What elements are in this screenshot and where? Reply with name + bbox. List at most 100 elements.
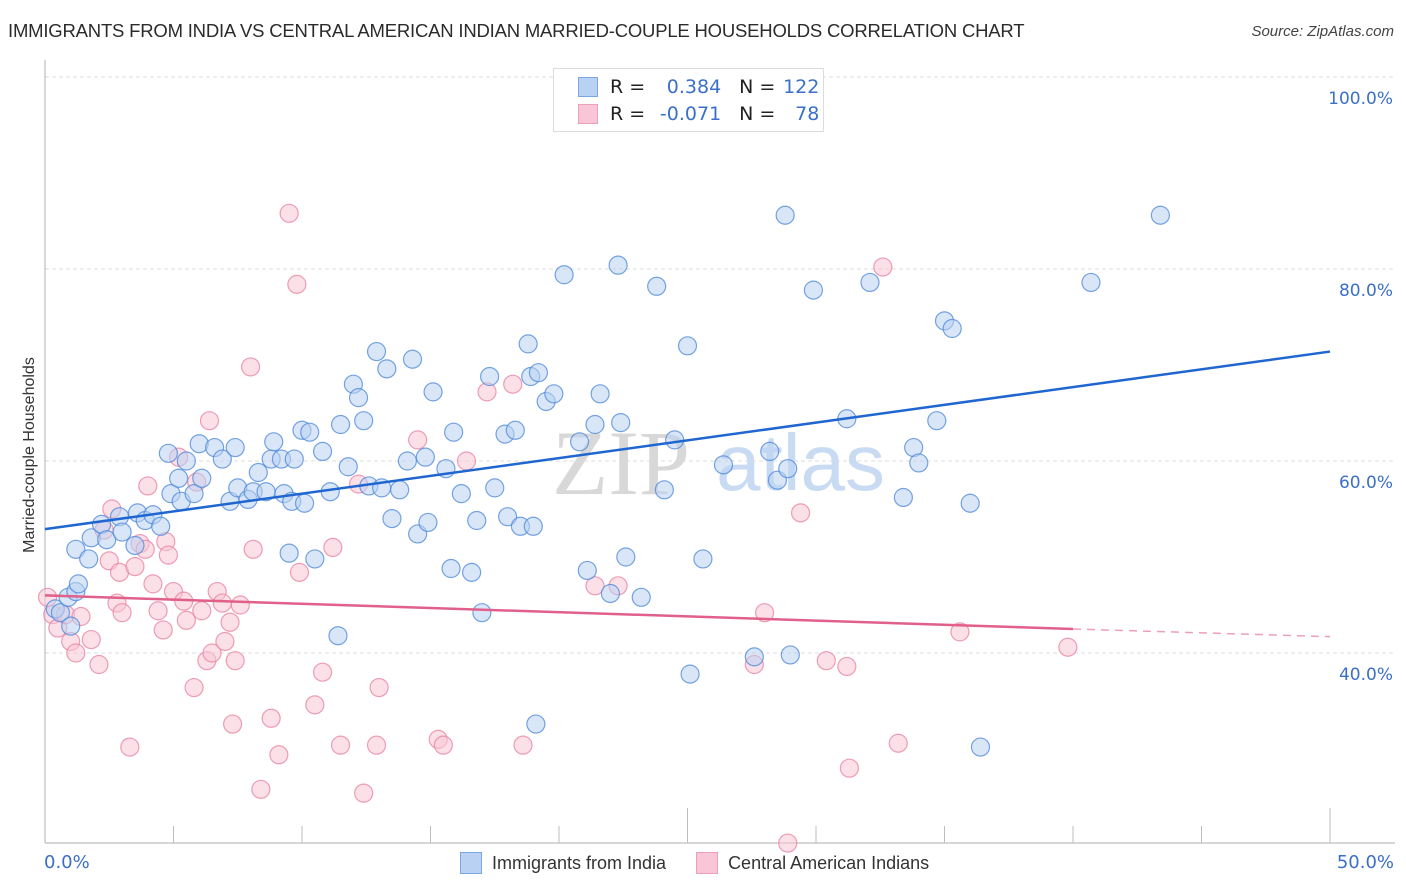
axes (44, 60, 1395, 844)
chart-title: IMMIGRANTS FROM INDIA VS CENTRAL AMERICA… (8, 20, 1025, 41)
y-tick-labels: 40.0% 60.0% 80.0% 100.0% (1328, 89, 1393, 685)
india-point (264, 432, 284, 452)
series-central-american-indians (37, 203, 1078, 853)
cai-point (241, 357, 261, 377)
cai-point (199, 411, 220, 431)
india-point (158, 443, 178, 463)
cai-point (837, 656, 857, 677)
india-point (654, 480, 674, 500)
india-point (397, 451, 417, 471)
cai-point (330, 735, 351, 755)
india-point (467, 510, 487, 531)
india-point (125, 535, 145, 556)
india-point (485, 478, 505, 498)
watermark-atlas: atlas (716, 418, 885, 507)
r-label: R = (610, 103, 646, 125)
cai-point (289, 562, 310, 582)
y-tick-label-40: 40.0% (1339, 665, 1393, 685)
legend-row-cai: R = -0.071 N = 78 (578, 102, 819, 126)
india-point (631, 587, 651, 607)
india-point (526, 714, 546, 734)
cai-point (225, 651, 245, 671)
legend-label: Central American Indians (728, 852, 930, 873)
legend-row-india: R = 0.384 N = 122 (578, 75, 819, 99)
cai-point (513, 735, 533, 755)
india-point (451, 484, 471, 504)
cai-point (138, 476, 158, 496)
india-point (279, 543, 299, 563)
india-point (248, 462, 268, 483)
india-point (366, 341, 387, 362)
legend-item-india[interactable]: Immigrants from India (460, 852, 666, 874)
india-trend-line (44, 350, 1331, 531)
india-point (760, 441, 780, 461)
india-point (569, 432, 590, 452)
india-point (803, 280, 824, 300)
cai-point (202, 643, 222, 663)
cai-point (888, 733, 908, 753)
cai-point (223, 714, 243, 734)
india-point (418, 512, 438, 533)
india-point (68, 574, 89, 594)
cai-point (125, 556, 145, 577)
india-point (909, 453, 929, 473)
r-label: R = (610, 76, 646, 98)
india-point (713, 455, 734, 475)
india-point (505, 420, 525, 440)
cai-point (456, 451, 477, 471)
india-point (225, 437, 245, 458)
india-point (970, 737, 991, 757)
india-point (960, 493, 980, 513)
india-point (608, 255, 628, 275)
india-point (480, 366, 500, 387)
india-point (79, 549, 99, 569)
cai-point (366, 735, 387, 755)
cai-point (312, 662, 333, 682)
cai-point (176, 610, 196, 630)
india-point (300, 422, 320, 442)
india-point (616, 547, 636, 567)
india-swatch-icon (578, 77, 598, 97)
india-point (66, 539, 86, 559)
india-point (677, 336, 698, 356)
trend-lines (44, 350, 1331, 638)
n-label: N = (739, 76, 776, 98)
cai-point (839, 758, 860, 778)
india-point (1081, 272, 1101, 293)
cai-point (778, 833, 798, 853)
india-point (338, 457, 358, 477)
cai-point (212, 593, 232, 613)
india-point (377, 359, 397, 379)
legend-item-cai[interactable]: Central American Indians (696, 852, 929, 874)
cai-trend-line-extension (1072, 628, 1331, 638)
india-point (423, 382, 443, 402)
cai-point (408, 430, 428, 450)
india-point (444, 422, 464, 442)
india-point (1150, 205, 1170, 225)
cai-point (184, 677, 204, 698)
india-point (780, 645, 800, 665)
india-point (680, 664, 700, 684)
cai-point (279, 203, 299, 223)
cai-point (112, 603, 132, 623)
india-point (498, 507, 518, 527)
india-point (441, 558, 461, 579)
india-point (518, 334, 538, 354)
cai-point (81, 629, 101, 650)
cai-point (251, 779, 271, 799)
india-point (50, 603, 71, 623)
cai-point (354, 783, 374, 803)
cai-point (243, 539, 263, 559)
cai-point (148, 601, 168, 621)
india-point (942, 318, 962, 339)
source-label: Source: ZipAtlas.com (1251, 23, 1394, 40)
india-point (647, 276, 667, 296)
cai-point (305, 695, 325, 715)
cai-point (89, 654, 109, 675)
india-point (665, 430, 685, 450)
india-point (305, 549, 325, 569)
india-point (330, 414, 351, 435)
india-point (390, 480, 410, 500)
cai-point (269, 745, 289, 765)
